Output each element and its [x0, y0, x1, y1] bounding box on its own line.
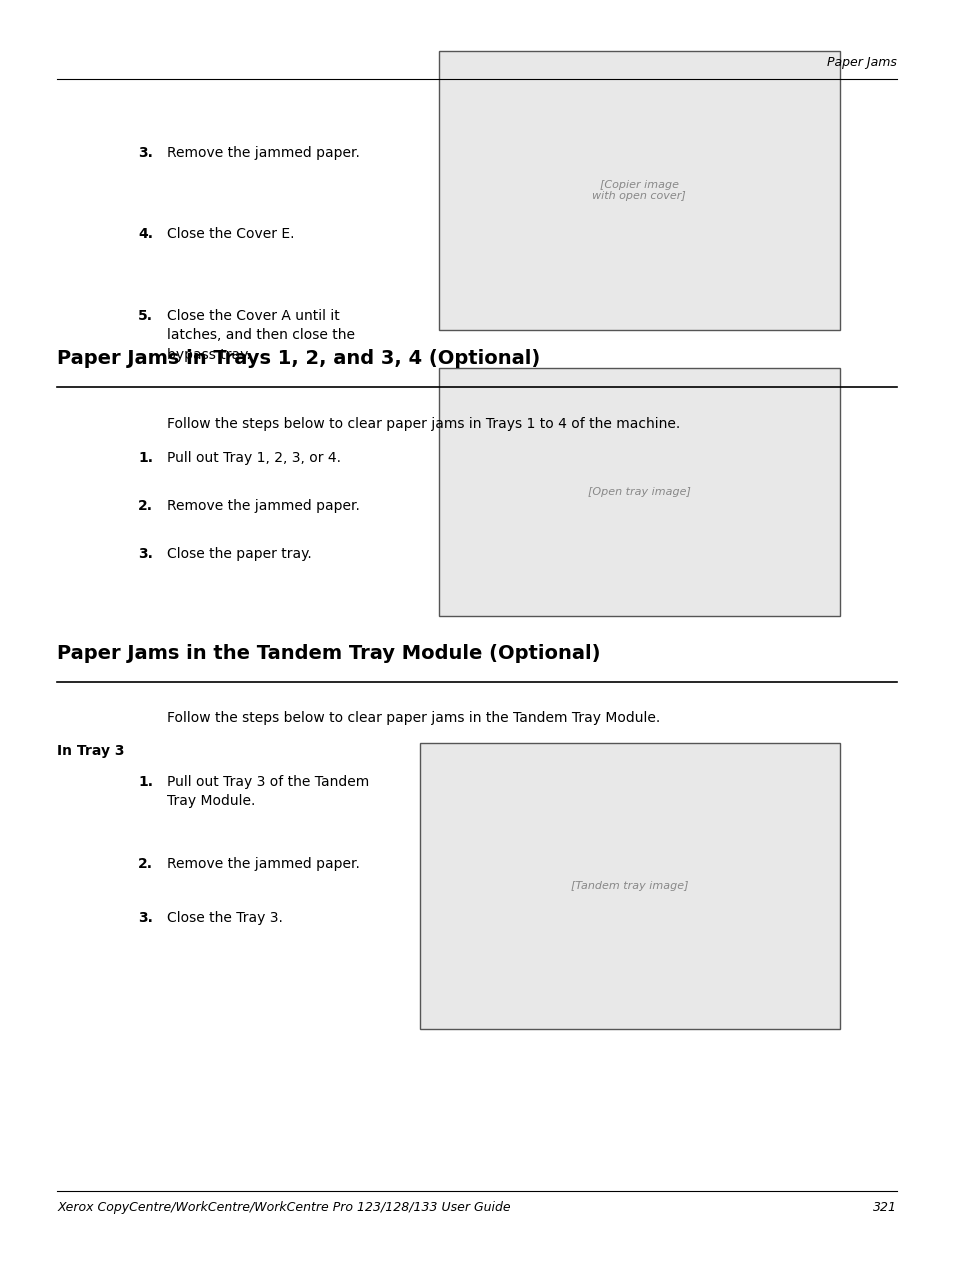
Text: Pull out Tray 1, 2, 3, or 4.: Pull out Tray 1, 2, 3, or 4.	[167, 451, 340, 465]
Text: Follow the steps below to clear paper jams in the Tandem Tray Module.: Follow the steps below to clear paper ja…	[167, 711, 659, 725]
Text: 3.: 3.	[138, 146, 153, 160]
FancyBboxPatch shape	[419, 743, 839, 1029]
Text: [Copier image
with open cover]: [Copier image with open cover]	[592, 179, 685, 202]
Text: Close the Cover E.: Close the Cover E.	[167, 227, 294, 241]
Text: 1.: 1.	[138, 451, 153, 465]
Text: Paper Jams: Paper Jams	[826, 56, 896, 69]
FancyBboxPatch shape	[438, 368, 839, 616]
Text: [Tandem tray image]: [Tandem tray image]	[570, 881, 688, 890]
Text: Follow the steps below to clear paper jams in Trays 1 to 4 of the machine.: Follow the steps below to clear paper ja…	[167, 417, 679, 431]
Text: Xerox CopyCentre/WorkCentre/WorkCentre Pro 123/128/133 User Guide: Xerox CopyCentre/WorkCentre/WorkCentre P…	[57, 1201, 510, 1214]
Text: Paper Jams in Trays 1, 2, and 3, 4 (Optional): Paper Jams in Trays 1, 2, and 3, 4 (Opti…	[57, 349, 540, 368]
Text: Pull out Tray 3 of the Tandem
Tray Module.: Pull out Tray 3 of the Tandem Tray Modul…	[167, 775, 369, 808]
Text: Close the paper tray.: Close the paper tray.	[167, 547, 312, 561]
Text: Close the Tray 3.: Close the Tray 3.	[167, 911, 282, 925]
Text: Remove the jammed paper.: Remove the jammed paper.	[167, 499, 359, 513]
Text: Remove the jammed paper.: Remove the jammed paper.	[167, 146, 359, 160]
Text: Remove the jammed paper.: Remove the jammed paper.	[167, 857, 359, 871]
Text: 2.: 2.	[138, 857, 153, 871]
Text: 3.: 3.	[138, 547, 153, 561]
FancyBboxPatch shape	[438, 51, 839, 330]
Text: 4.: 4.	[138, 227, 153, 241]
Text: 1.: 1.	[138, 775, 153, 789]
Text: Paper Jams in the Tandem Tray Module (Optional): Paper Jams in the Tandem Tray Module (Op…	[57, 644, 600, 663]
Text: 5.: 5.	[138, 309, 153, 323]
Text: 2.: 2.	[138, 499, 153, 513]
Text: Close the Cover A until it
latches, and then close the
bypass tray.: Close the Cover A until it latches, and …	[167, 309, 355, 362]
Text: In Tray 3: In Tray 3	[57, 744, 125, 758]
Text: 3.: 3.	[138, 911, 153, 925]
Text: 321: 321	[872, 1201, 896, 1214]
Text: [Open tray image]: [Open tray image]	[587, 488, 690, 497]
